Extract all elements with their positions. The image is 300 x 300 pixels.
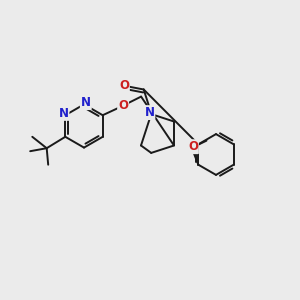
Text: O: O (118, 99, 128, 112)
Text: O: O (119, 80, 129, 92)
Text: O: O (188, 140, 198, 153)
Text: N: N (58, 107, 68, 120)
Text: N: N (144, 106, 154, 119)
Text: N: N (81, 96, 91, 109)
